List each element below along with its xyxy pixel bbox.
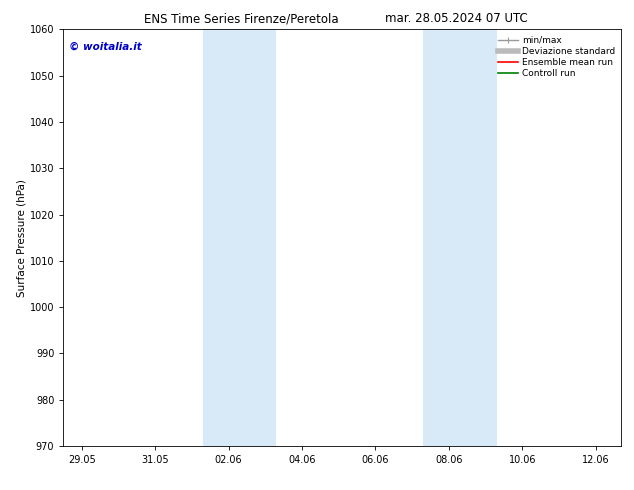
Bar <box>423 29 496 446</box>
Bar <box>203 29 276 446</box>
Text: © woitalia.it: © woitalia.it <box>69 42 142 52</box>
Y-axis label: Surface Pressure (hPa): Surface Pressure (hPa) <box>17 179 27 296</box>
Legend: min/max, Deviazione standard, Ensemble mean run, Controll run: min/max, Deviazione standard, Ensemble m… <box>496 34 617 80</box>
Text: ENS Time Series Firenze/Peretola: ENS Time Series Firenze/Peretola <box>144 12 338 25</box>
Text: mar. 28.05.2024 07 UTC: mar. 28.05.2024 07 UTC <box>385 12 528 25</box>
